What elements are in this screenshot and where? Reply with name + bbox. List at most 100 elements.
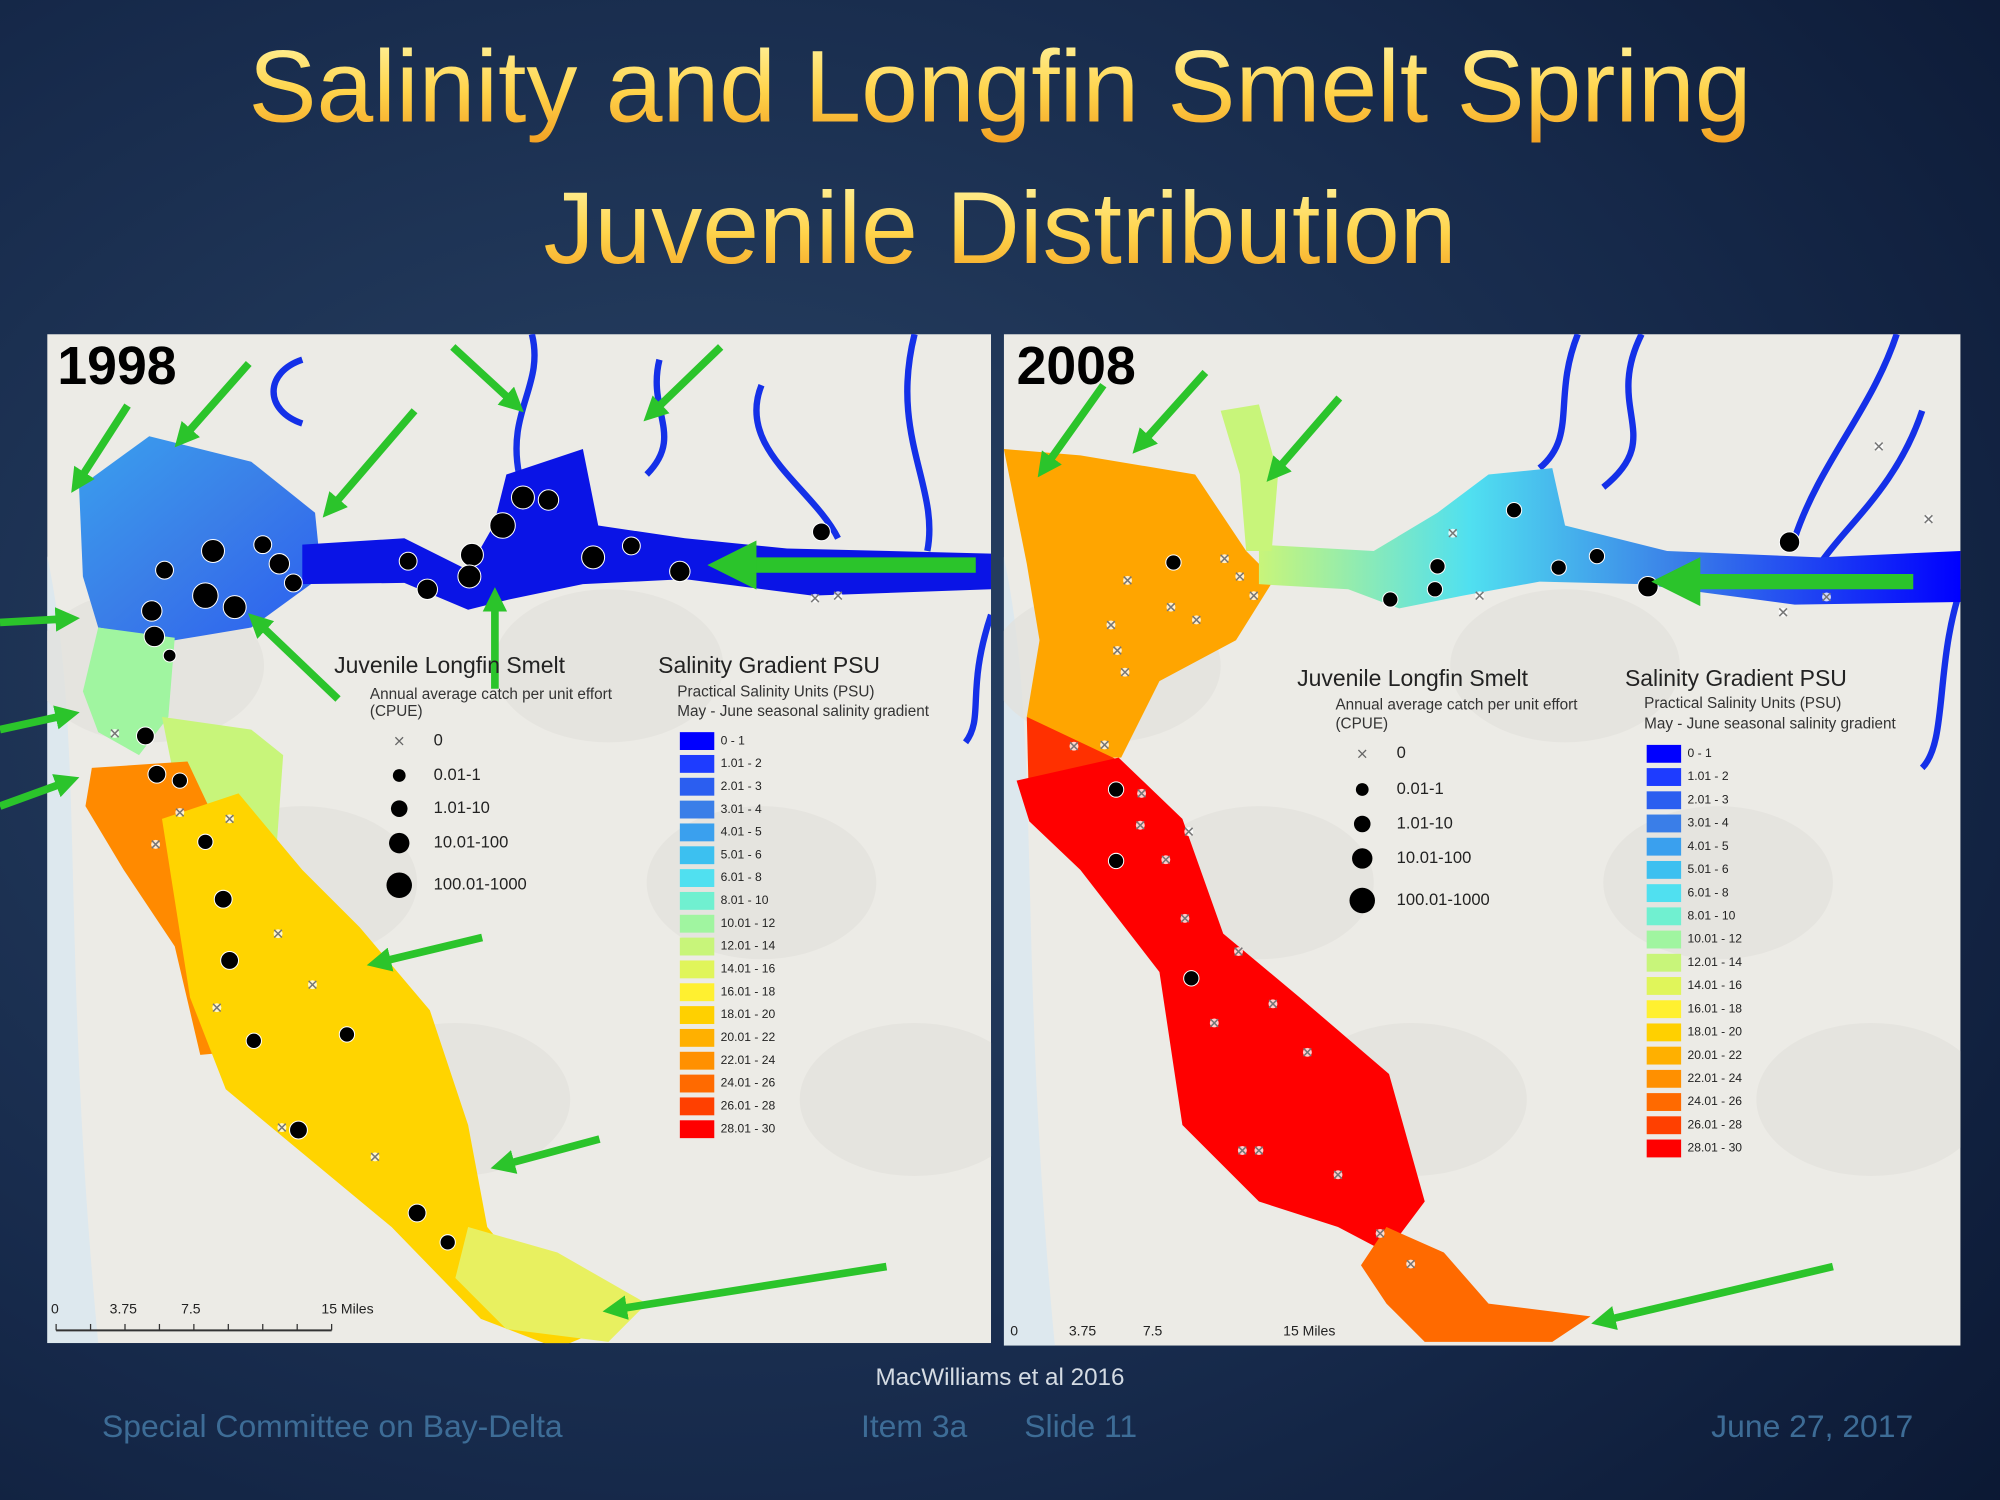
year-label: 1998 (57, 337, 176, 396)
legend-swatch (679, 869, 715, 887)
arrow (1591, 1262, 1834, 1330)
catch-dot (459, 542, 484, 567)
terrain (493, 589, 724, 743)
arrow (0, 774, 80, 810)
catch-zero (1778, 607, 1788, 617)
catch-zero (1874, 442, 1884, 451)
arrow (490, 1135, 601, 1174)
legend-label: 6.01 - 8 (1688, 885, 1729, 899)
catch-zero (1235, 572, 1245, 581)
catch-zero (1234, 947, 1243, 956)
legend-symbol (386, 872, 412, 898)
legend-swatch (1646, 1046, 1682, 1065)
scale-label: 7.5 (181, 1301, 201, 1317)
catch-dot (621, 536, 641, 556)
catch-zero (1123, 575, 1132, 585)
legend-swatch (679, 1028, 715, 1047)
legend-symbol (1352, 848, 1373, 869)
arrow (450, 344, 524, 413)
catch-dot (155, 560, 174, 580)
legend-swatch (1646, 1023, 1682, 1042)
legend-label: 26.01 - 28 (721, 1099, 776, 1113)
legend-subtitle: Practical Salinity Units (PSU) (1644, 695, 1841, 712)
legend-label: 16.01 - 18 (721, 984, 776, 998)
scale-label: 0 (51, 1301, 59, 1317)
legend-swatch (1646, 930, 1682, 949)
legend-label: 100.01-1000 (434, 875, 527, 894)
catch-dot (407, 1203, 427, 1223)
legend-swatch (1646, 1116, 1682, 1135)
catch-dot (1778, 531, 1801, 553)
legend-label: 0 - 1 (1688, 746, 1712, 760)
catch-dot (283, 573, 303, 593)
catch-dot (213, 889, 233, 909)
legend-label: 18.01 - 20 (721, 1007, 776, 1021)
catch-dot (398, 551, 418, 571)
legend-swatch (679, 983, 715, 1002)
river (513, 334, 538, 476)
legend-label: 1.01-10 (434, 798, 490, 817)
arrow (322, 408, 418, 518)
catch-dot (1429, 558, 1446, 575)
legend-symbol (390, 800, 408, 817)
catch-zero (1120, 667, 1130, 677)
legend-label: 24.01 - 26 (1688, 1094, 1743, 1108)
salinity-zone (1016, 757, 1425, 1253)
legend-label: 10.01-100 (1397, 848, 1472, 867)
catch-zero (1406, 1259, 1416, 1269)
legend-swatch (679, 1097, 715, 1116)
catch-dot (1637, 576, 1659, 598)
catch-zero (151, 840, 160, 849)
catch-dot (197, 833, 214, 850)
catch-dot (669, 560, 691, 583)
catch-dot (192, 582, 219, 609)
legend-swatch (679, 937, 715, 956)
terrain (1450, 589, 1680, 743)
catch-dot (581, 545, 606, 570)
catch-dot (201, 539, 225, 564)
catch-dot (245, 1032, 262, 1049)
legend-swatch (1646, 977, 1682, 995)
legend-label: 5.01 - 6 (721, 847, 762, 861)
legend-label: 4.01 - 5 (721, 825, 762, 839)
salinity-zone (1003, 448, 1275, 758)
river (1601, 334, 1645, 490)
scale-label: 3.75 (1069, 1322, 1096, 1338)
catch-dot (489, 512, 516, 539)
river (962, 613, 992, 745)
river (1817, 409, 1926, 566)
legend-label: 12.01 - 14 (721, 939, 776, 953)
catch-dot (457, 564, 482, 589)
legend-swatch (679, 754, 715, 773)
salinity-zone (1220, 404, 1279, 552)
catch-zero (1137, 788, 1146, 798)
catch-dot (811, 522, 831, 542)
legend-label: 28.01 - 30 (1688, 1141, 1743, 1155)
legend-label: 1.01-10 (1397, 813, 1453, 832)
catch-dot (1426, 581, 1444, 598)
catch-dot (268, 553, 291, 575)
catch-zero (1100, 740, 1109, 750)
catch-zero (370, 1152, 380, 1162)
terrain (1756, 1022, 1961, 1176)
legend-swatch (679, 800, 715, 819)
river (1791, 334, 1900, 540)
legend-label: 4.01 - 5 (1688, 839, 1729, 853)
legend-swatch (679, 777, 715, 796)
legend-label: 12.01 - 14 (1688, 955, 1743, 969)
title-line: Salinity and Longfin Smelt Spring (248, 29, 1751, 143)
legend-label: 10.01 - 12 (721, 916, 776, 930)
map-panel: 1998 (47, 334, 992, 1344)
arrow (602, 1262, 888, 1320)
citation: MacWilliams et al 2016 (875, 1364, 1124, 1391)
catch-zero (1135, 820, 1145, 830)
river (904, 334, 933, 552)
legend-swatch (1646, 884, 1682, 903)
legend-label: 24.01 - 26 (721, 1076, 776, 1090)
catch-zero (110, 729, 120, 738)
legend-label: 26.01 - 28 (1688, 1117, 1743, 1131)
catch-zero (1237, 1146, 1247, 1155)
catch-zero (833, 591, 843, 601)
title-line: Juvenile Distribution (543, 171, 1456, 285)
legend-swatch (1646, 1093, 1682, 1111)
